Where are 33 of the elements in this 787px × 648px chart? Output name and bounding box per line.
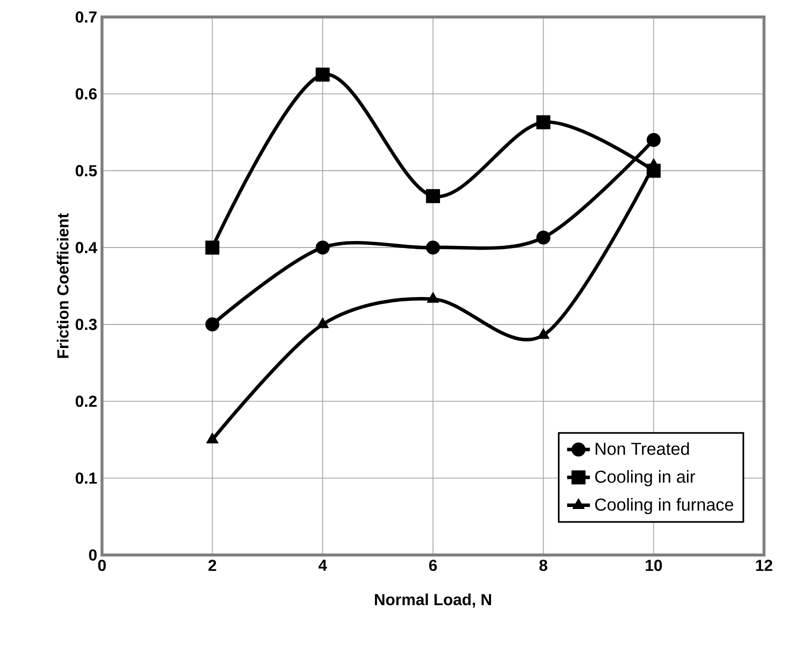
point (536, 115, 550, 130)
point (426, 240, 440, 255)
legend-label: Cooling in furnace (595, 498, 734, 514)
y-tick-label: 0.6 (76, 88, 97, 100)
y-tick-label: 0.7 (76, 11, 97, 23)
point (646, 132, 661, 147)
point (537, 328, 550, 339)
y-axis-title: Friction Coefficient (56, 213, 69, 358)
x-tick-label: 4 (318, 560, 328, 571)
x-tick-label: 12 (756, 560, 772, 571)
y-tick-label: 0 (89, 549, 97, 561)
legend-label: Non Treated (596, 442, 689, 455)
legend-label: Cooling in air (595, 470, 696, 486)
point (426, 189, 440, 204)
y-tick-label: 0.4 (76, 242, 98, 254)
point (205, 317, 220, 332)
x-tick-label: 2 (208, 560, 216, 571)
x-tick-label: 10 (646, 560, 662, 572)
point (205, 240, 220, 255)
point (316, 317, 329, 328)
x-tick-label: 8 (539, 560, 548, 572)
point (426, 292, 440, 303)
x-tick-label: 6 (429, 560, 437, 572)
y-tick-label: 0.5 (76, 165, 97, 176)
point (316, 68, 330, 82)
point (536, 230, 550, 245)
y-tick-label: 0.1 (76, 472, 97, 484)
y-tick-label: 0.3 (76, 318, 97, 330)
y-tick-label: 0.2 (76, 396, 97, 407)
point (316, 240, 330, 255)
point (206, 432, 218, 444)
x-tick-label: 0 (98, 560, 106, 572)
x-axis-title: Normal Load, N (374, 594, 492, 608)
